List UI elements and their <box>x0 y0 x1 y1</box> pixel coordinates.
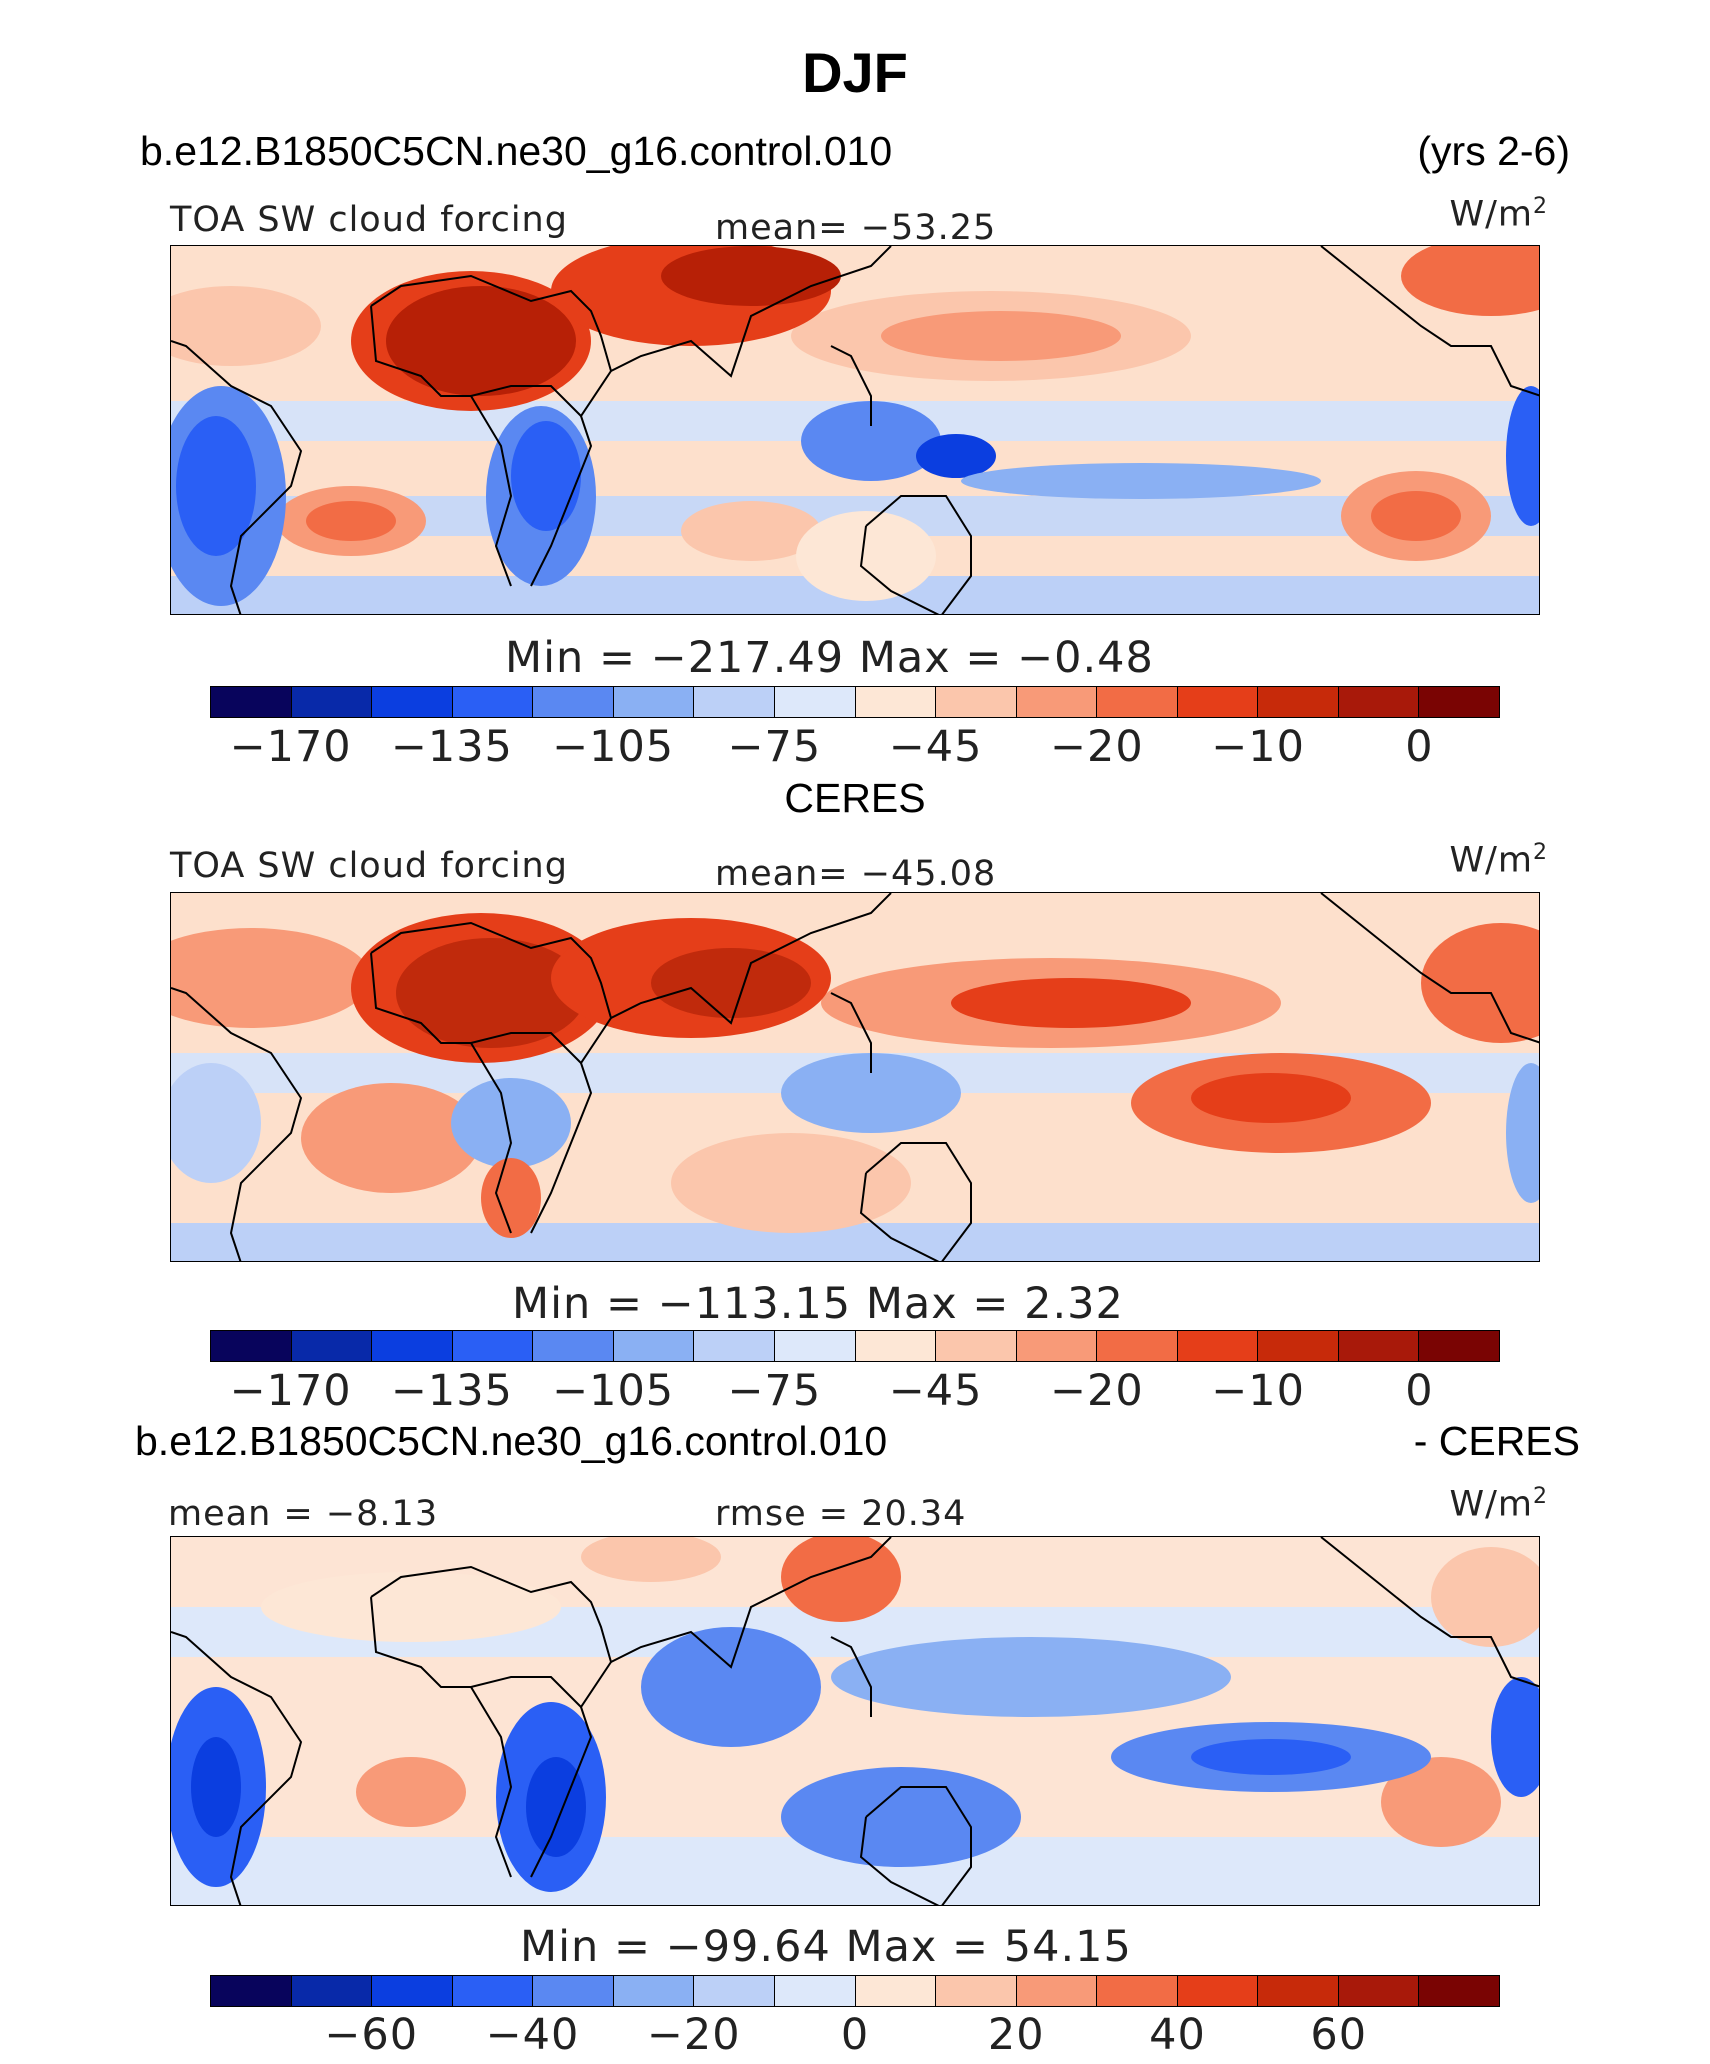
colorbar-segment <box>694 1976 775 2006</box>
panel-2-mean: mean= −45.08 <box>715 854 997 894</box>
colorbar-segment <box>1258 1331 1339 1361</box>
panel-1-units: W/m2 <box>1449 194 1548 235</box>
colorbar-segment <box>936 1976 1017 2006</box>
colorbar-segment <box>1097 1976 1178 2006</box>
colorbar-segment <box>855 1976 937 2006</box>
colorbar-tick-label: −60 <box>324 2010 419 2060</box>
colorbar-tick-label: 0 <box>840 2010 870 2060</box>
colorbar-tick-label: 40 <box>1149 2010 1206 2060</box>
colorbar-tick-label: −105 <box>552 722 675 772</box>
colorbar-tick-label: −170 <box>229 1366 352 1416</box>
colorbar-segment <box>291 1331 373 1361</box>
colorbar-segment <box>533 1976 614 2006</box>
colorbar-segment <box>291 1976 373 2006</box>
colorbar-tick-label: −75 <box>727 722 822 772</box>
colorbar-ceres <box>210 1330 1500 1362</box>
panel-3-rmse: rmse = 20.34 <box>715 1494 967 1534</box>
colorbar-segment <box>211 687 292 717</box>
colorbar-tick-label: −75 <box>727 1366 822 1416</box>
panel-1-mean: mean= −53.25 <box>715 208 997 248</box>
colorbar-segment <box>1338 1331 1420 1361</box>
panel-2-heading: CERES <box>784 775 926 821</box>
colorbar-segment <box>855 1331 937 1361</box>
panel-2-variable: TOA SW cloud forcing <box>170 846 568 886</box>
colorbar-model <box>210 686 1500 718</box>
colorbar-segment <box>1177 687 1259 717</box>
colorbar-segment <box>1016 1331 1098 1361</box>
diff-heading-right: - CERES <box>1413 1418 1580 1464</box>
colorbar-segment <box>1419 1976 1499 2006</box>
colorbar-segment <box>694 1331 775 1361</box>
colorbar-segment <box>774 1331 856 1361</box>
case-name: b.e12.B1850C5CN.ne30_g16.control.010 <box>140 128 893 174</box>
colorbar-difference <box>210 1975 1500 2007</box>
colorbar-segment <box>1419 687 1499 717</box>
colorbar-segment <box>372 1976 453 2006</box>
colorbar-segment <box>1177 1976 1259 2006</box>
colorbar-segment <box>1097 1331 1178 1361</box>
panel-3-units: W/m2 <box>1449 1484 1548 1525</box>
colorbar-segment <box>452 1976 534 2006</box>
colorbar-tick-label: −135 <box>390 722 513 772</box>
colorbar-segment <box>613 1976 695 2006</box>
colorbar-segment <box>613 1331 695 1361</box>
map-panel-difference <box>170 1536 1540 1906</box>
colorbar-segment <box>1177 1331 1259 1361</box>
colorbar-segment <box>452 687 534 717</box>
colorbar-tick-label: 0 <box>1405 1366 1434 1416</box>
colorbar-segment <box>1016 1976 1098 2006</box>
colorbar-segment <box>452 1331 534 1361</box>
colorbar-segment <box>1258 687 1339 717</box>
colorbar-segment <box>1338 687 1420 717</box>
colorbar-segment <box>211 1331 292 1361</box>
colorbar-segment <box>613 687 695 717</box>
colorbar-segment <box>1338 1976 1420 2006</box>
panel-3-minmax: Min = −99.64 Max = 54.15 <box>520 1922 1132 1972</box>
panel-1-variable: TOA SW cloud forcing <box>170 200 568 240</box>
colorbar-tick-label: −170 <box>229 722 352 772</box>
case-years: (yrs 2-6) <box>1417 128 1570 174</box>
colorbar-segment <box>774 1976 856 2006</box>
colorbar-tick-label: −10 <box>1211 722 1305 772</box>
panel-2-units: W/m2 <box>1449 840 1548 881</box>
colorbar-tick-label: −135 <box>390 1366 513 1416</box>
colorbar-segment <box>1419 1331 1499 1361</box>
colorbar-segment <box>291 687 373 717</box>
colorbar-segment <box>936 687 1017 717</box>
map-panel-ceres <box>170 892 1540 1262</box>
colorbar-tick-label: −40 <box>485 2010 580 2060</box>
colorbar-segment <box>1016 687 1098 717</box>
colorbar-tick-label: −45 <box>888 722 983 772</box>
colorbar-tick-label: −20 <box>1050 1366 1144 1416</box>
colorbar-segment <box>774 687 856 717</box>
colorbar-segment <box>211 1976 292 2006</box>
colorbar-segment <box>372 687 453 717</box>
colorbar-segment <box>936 1331 1017 1361</box>
colorbar-tick-label: 20 <box>987 2010 1045 2060</box>
colorbar-tick-label: 0 <box>1405 722 1434 772</box>
page-title: DJF <box>802 41 908 104</box>
colorbar-segment <box>855 687 937 717</box>
panel-1-minmax: Min = −217.49 Max = −0.48 <box>505 633 1154 683</box>
colorbar-segment <box>372 1331 453 1361</box>
map-panel-model <box>170 245 1540 615</box>
colorbar-tick-label: −105 <box>552 1366 675 1416</box>
panel-2-minmax: Min = −113.15 Max = 2.32 <box>512 1279 1124 1329</box>
colorbar-segment <box>1097 687 1178 717</box>
colorbar-segment <box>533 1331 614 1361</box>
colorbar-segment <box>1258 1976 1339 2006</box>
colorbar-segment <box>533 687 614 717</box>
colorbar-segment <box>694 687 775 717</box>
colorbar-tick-label: −20 <box>1050 722 1144 772</box>
diff-heading-left: b.e12.B1850C5CN.ne30_g16.control.010 <box>135 1418 888 1464</box>
colorbar-tick-label: −20 <box>646 2010 741 2060</box>
colorbar-tick-label: −10 <box>1211 1366 1305 1416</box>
colorbar-tick-label: 60 <box>1310 2010 1368 2060</box>
panel-3-mean: mean = −8.13 <box>168 1494 439 1534</box>
colorbar-tick-label: −45 <box>888 1366 983 1416</box>
